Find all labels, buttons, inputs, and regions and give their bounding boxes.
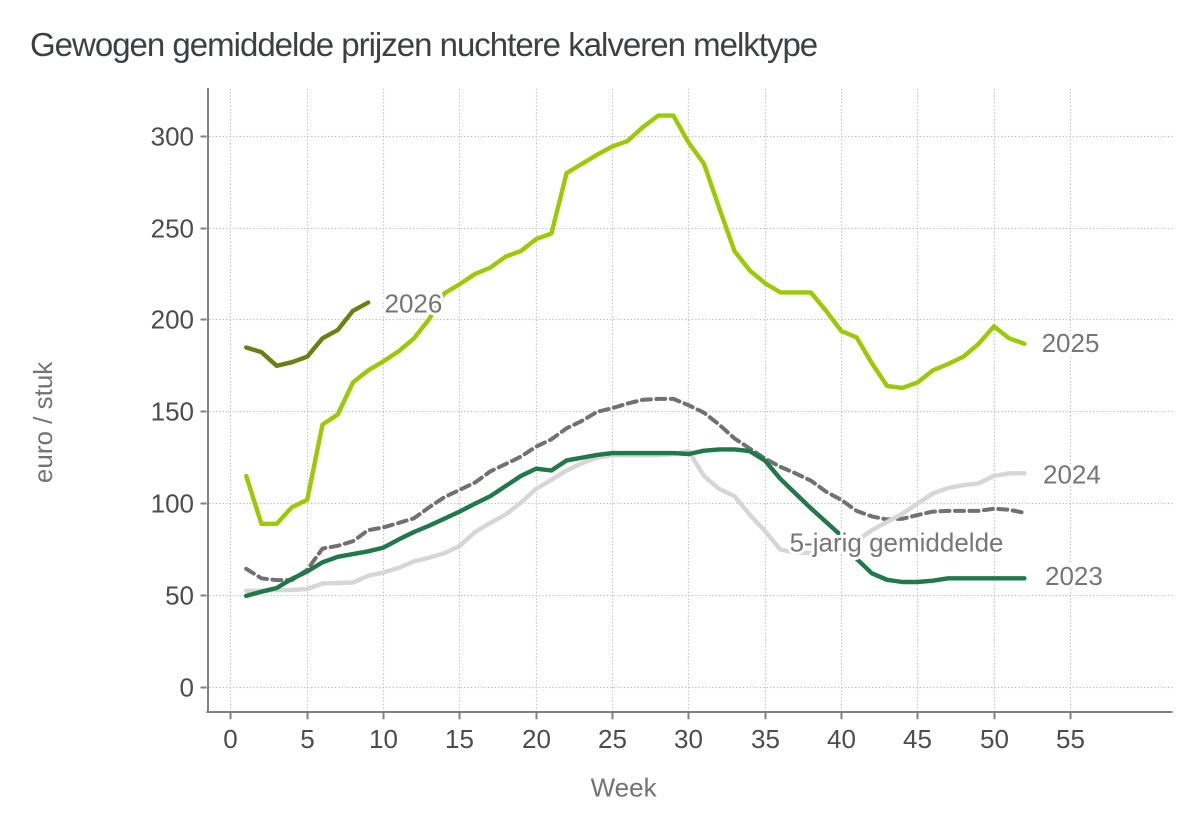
svg-text:50: 50 xyxy=(980,724,1009,754)
svg-text:35: 35 xyxy=(751,724,780,754)
svg-text:0: 0 xyxy=(223,724,237,754)
svg-text:25: 25 xyxy=(598,724,627,754)
svg-text:55: 55 xyxy=(1056,724,1085,754)
svg-text:euro / stuk: euro / stuk xyxy=(28,361,58,483)
svg-text:2024: 2024 xyxy=(1043,460,1101,490)
svg-text:300: 300 xyxy=(151,122,194,152)
svg-text:2023: 2023 xyxy=(1045,561,1103,591)
svg-text:2025: 2025 xyxy=(1042,328,1100,358)
svg-text:Week: Week xyxy=(591,772,658,802)
svg-text:5: 5 xyxy=(300,724,314,754)
svg-text:2026: 2026 xyxy=(385,289,443,319)
svg-text:5-jarig gemiddelde: 5-jarig gemiddelde xyxy=(790,527,1004,557)
svg-text:40: 40 xyxy=(827,724,856,754)
svg-text:Gewogen gemiddelde prijzen nuc: Gewogen gemiddelde prijzen nuchtere kalv… xyxy=(30,26,817,63)
svg-text:15: 15 xyxy=(445,724,474,754)
svg-text:100: 100 xyxy=(151,489,194,519)
svg-text:20: 20 xyxy=(522,724,551,754)
svg-text:200: 200 xyxy=(151,305,194,335)
svg-text:50: 50 xyxy=(165,581,194,611)
svg-text:10: 10 xyxy=(369,724,398,754)
svg-text:45: 45 xyxy=(903,724,932,754)
svg-text:0: 0 xyxy=(180,673,194,703)
svg-text:30: 30 xyxy=(674,724,703,754)
svg-text:150: 150 xyxy=(151,397,194,427)
svg-text:250: 250 xyxy=(151,214,194,244)
